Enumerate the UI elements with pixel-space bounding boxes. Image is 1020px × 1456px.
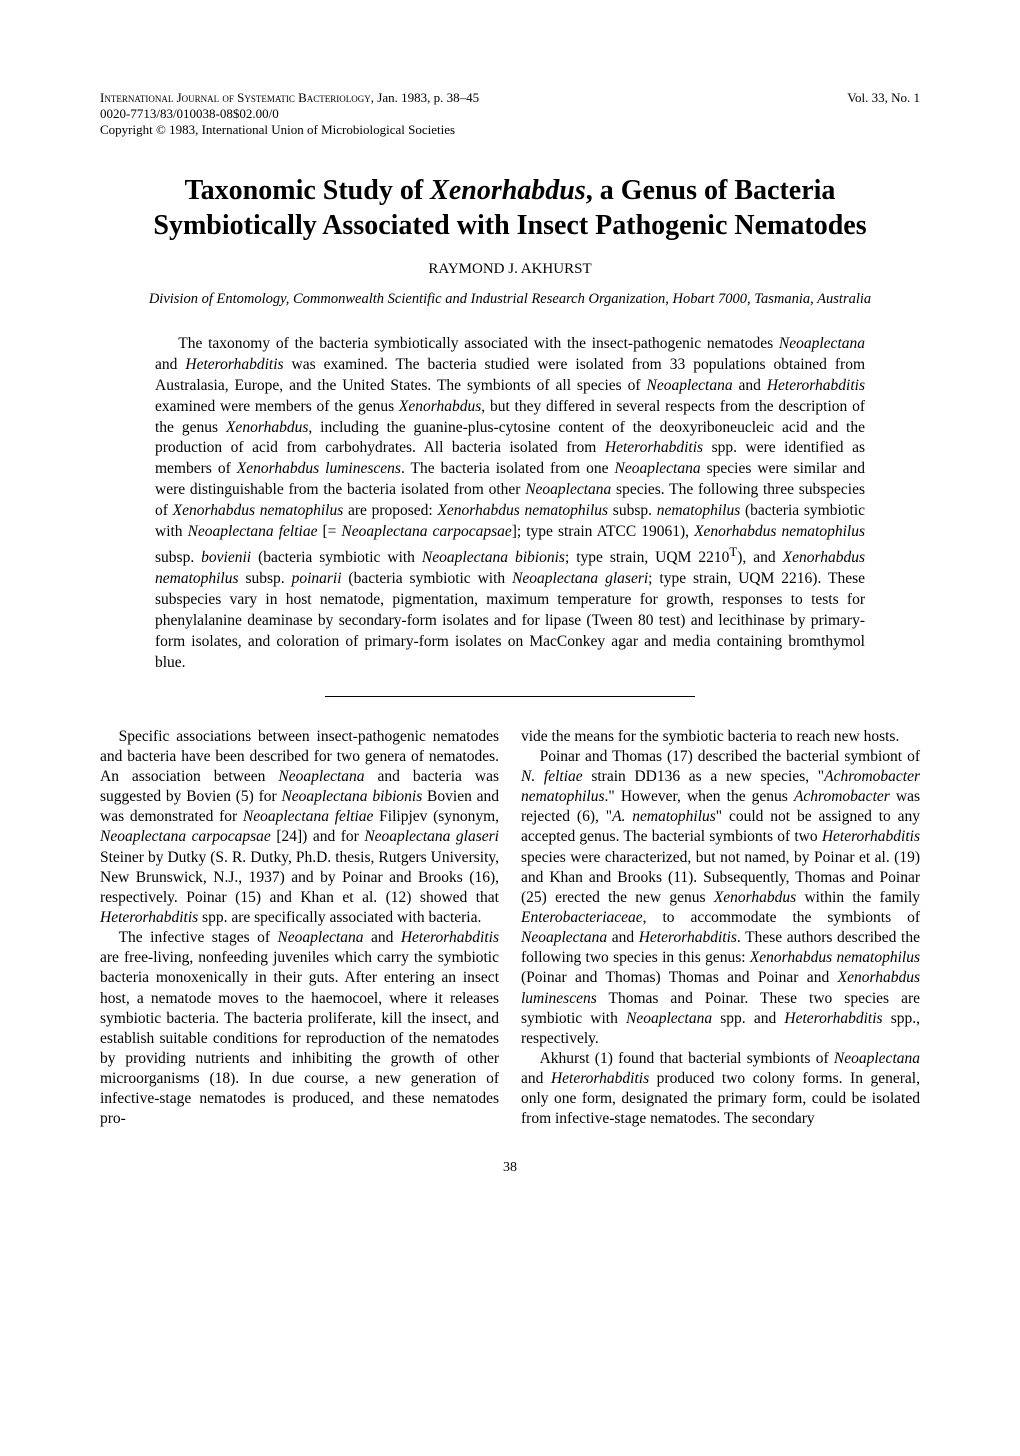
title-line1-pre: Taxonomic Study of [185,175,431,206]
abstract-text: The taxonomy of the bacteria symbiotical… [155,334,865,674]
journal-line: International Journal of Systematic Bact… [100,90,479,106]
header: International Journal of Systematic Bact… [100,90,920,138]
body-paragraph: Specific associations between insect-pat… [100,727,499,928]
title-line1-post: , a Genus of Bacteria [586,175,836,206]
body-paragraph-continuation: vide the means for the symbiotic bacteri… [521,727,920,747]
journal-name: International Journal of Systematic Bact… [100,90,371,105]
article-title: Taxonomic Study of Xenorhabdus, a Genus … [100,173,920,243]
column-left: Specific associations between insect-pat… [100,727,499,1130]
divider [325,696,695,697]
issn-code: 0020-7713/83/010038-08$02.00/0 [100,106,479,122]
body-paragraph: Akhurst (1) found that bacterial symbion… [521,1049,920,1130]
title-line1-italic: Xenorhabdus [430,175,586,206]
title-line2: Symbiotically Associated with Insect Pat… [153,210,866,241]
body-columns: Specific associations between insect-pat… [100,727,920,1130]
author: RAYMOND J. AKHURST [100,261,920,278]
volume-number: Vol. 33, No. 1 [847,90,920,138]
affiliation: Division of Entomology, Commonwealth Sci… [100,290,920,309]
page-container: International Journal of Systematic Bact… [0,0,1020,1236]
header-left: International Journal of Systematic Bact… [100,90,479,138]
page-number: 38 [100,1160,920,1176]
body-paragraph: The infective stages of Neoaplectana and… [100,928,499,1129]
date-pages: , Jan. 1983, p. 38–45 [371,90,479,105]
abstract: The taxonomy of the bacteria symbiotical… [100,334,920,674]
body-paragraph: Poinar and Thomas (17) described the bac… [521,747,920,1049]
column-right: vide the means for the symbiotic bacteri… [521,727,920,1130]
copyright: Copyright © 1983, International Union of… [100,122,479,138]
